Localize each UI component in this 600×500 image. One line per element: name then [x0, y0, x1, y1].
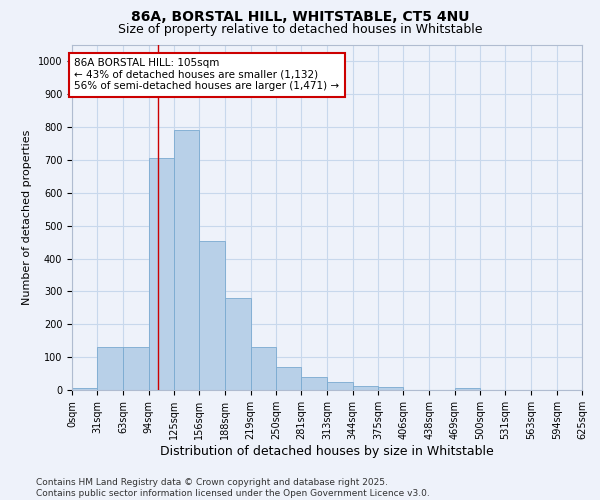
Bar — [174, 130, 199, 390]
Bar — [328, 382, 353, 390]
Bar — [301, 377, 328, 390]
Bar — [72, 388, 97, 390]
Text: Size of property relative to detached houses in Whitstable: Size of property relative to detached ho… — [118, 22, 482, 36]
Text: 86A BORSTAL HILL: 105sqm
← 43% of detached houses are smaller (1,132)
56% of sem: 86A BORSTAL HILL: 105sqm ← 43% of detach… — [74, 58, 340, 92]
Text: 86A, BORSTAL HILL, WHITSTABLE, CT5 4NU: 86A, BORSTAL HILL, WHITSTABLE, CT5 4NU — [131, 10, 469, 24]
X-axis label: Distribution of detached houses by size in Whitstable: Distribution of detached houses by size … — [160, 444, 494, 458]
Bar — [276, 367, 301, 390]
Bar — [353, 386, 378, 390]
Bar — [124, 348, 149, 390]
Bar — [455, 388, 480, 390]
Y-axis label: Number of detached properties: Number of detached properties — [22, 130, 32, 305]
Bar — [199, 240, 226, 390]
Bar — [226, 298, 251, 390]
Bar — [97, 348, 124, 390]
Bar — [378, 387, 403, 390]
Bar — [149, 158, 174, 390]
Text: Contains HM Land Registry data © Crown copyright and database right 2025.
Contai: Contains HM Land Registry data © Crown c… — [36, 478, 430, 498]
Bar — [251, 348, 276, 390]
